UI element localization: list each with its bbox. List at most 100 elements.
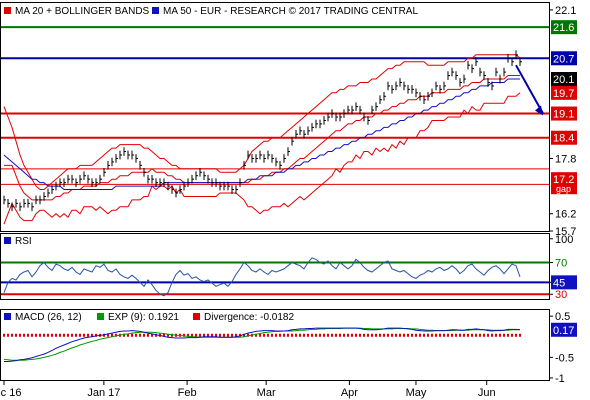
divergence-bar xyxy=(471,333,473,337)
divergence-bar xyxy=(7,333,9,337)
legend-ma20-label: MA 20 + BOLLINGER BANDS xyxy=(15,6,150,17)
macd-frame xyxy=(0,309,550,381)
price-tick-label: 15.7 xyxy=(555,226,576,238)
divergence-bar xyxy=(391,333,393,337)
divergence-bar xyxy=(339,333,341,337)
macd-panel: MACD (26, 12) EXP (9): 0.1921 Divergence… xyxy=(0,309,577,385)
legend-divergence-label: Divergence: -0.0182 xyxy=(204,312,294,323)
x-tick-label: Jun xyxy=(478,387,496,399)
divergence-bar xyxy=(347,333,349,337)
divergence-bar xyxy=(439,333,441,337)
legend-rsi-label: RSI xyxy=(15,236,32,247)
divergence-bar xyxy=(195,333,197,337)
x-axis: Dec 16 Jan 17 Feb Mar Apr May Jun xyxy=(0,381,496,399)
divergence-bar xyxy=(447,333,449,337)
divergence-bar xyxy=(319,333,321,337)
legend-exp-swatch xyxy=(97,313,104,320)
divergence-bar xyxy=(375,333,377,337)
divergence-bar xyxy=(43,333,45,337)
bollinger-upper-line xyxy=(3,54,521,190)
price-tick-label: 22.1 xyxy=(555,5,576,17)
divergence-bar xyxy=(51,333,53,337)
forecast-arrow-line xyxy=(515,64,544,115)
macd-tag-bg xyxy=(551,322,577,337)
divergence-bar xyxy=(83,333,85,337)
divergence-bar xyxy=(187,333,189,337)
price-tag-1-bg xyxy=(551,85,577,100)
divergence-bar xyxy=(55,333,57,337)
divergence-bar xyxy=(451,333,453,337)
divergence-bar xyxy=(351,333,353,337)
divergence-bar xyxy=(519,333,521,337)
divergence-bar xyxy=(107,333,109,337)
divergence-bar xyxy=(483,333,485,337)
bollinger-lower-line xyxy=(3,92,521,225)
divergence-bar xyxy=(223,333,225,337)
divergence-bar xyxy=(275,333,277,337)
divergence-bar xyxy=(355,333,357,337)
legend-ma50-label: MA 50 - EUR - RESEARCH © 2017 TRADING CE… xyxy=(163,6,418,17)
divergence-bar xyxy=(147,333,149,337)
forecast-arrow-head xyxy=(535,105,543,116)
divergence-bar xyxy=(227,333,229,337)
rsi-tick-label: 100 xyxy=(555,234,573,246)
x-tick-label: May xyxy=(406,387,427,399)
macd-tick-label: -1 xyxy=(555,373,565,385)
macd-line xyxy=(4,327,521,362)
divergence-bar xyxy=(35,333,37,337)
divergence-bar xyxy=(455,333,457,337)
divergence-bar xyxy=(283,333,285,337)
divergence-bar xyxy=(235,333,237,337)
x-tick-label: Dec 16 xyxy=(0,387,21,399)
divergence-bar xyxy=(19,333,21,337)
divergence-bar xyxy=(395,333,397,337)
rsi-axis: 10070453045 xyxy=(549,234,577,301)
divergence-bar xyxy=(67,333,69,337)
macd-tick-label: -0.5 xyxy=(555,352,574,364)
legend-divergence-swatch xyxy=(193,313,200,320)
divergence-bar xyxy=(163,333,165,337)
gap-tag-value: 17.2 xyxy=(553,174,574,186)
divergence-bar xyxy=(59,333,61,337)
divergence-bar xyxy=(303,333,305,337)
price-tick-label: 17.8 xyxy=(555,153,576,165)
divergence-bar xyxy=(15,333,17,337)
divergence-bar xyxy=(131,333,133,337)
divergence-bar xyxy=(383,333,385,337)
divergence-bar xyxy=(363,333,365,337)
level-tag-1-bg xyxy=(551,51,577,66)
divergence-bar xyxy=(139,333,141,337)
rsi-series-layer xyxy=(1,257,549,297)
divergence-bar xyxy=(95,333,97,337)
x-tick-label: Apr xyxy=(341,387,358,399)
x-tick-label: Mar xyxy=(257,387,276,399)
divergence-bar xyxy=(411,333,413,337)
divergence-bar xyxy=(71,333,73,337)
price-tag-0-bg xyxy=(551,72,577,86)
price-axis: 22.1 17.8 16.2 15.7 21.6 20.7 19.1 18.4 20.1 19.7… xyxy=(549,5,577,238)
divergence-bar xyxy=(203,333,205,337)
divergence-bar xyxy=(79,333,81,337)
price-tag-0: 20.1 xyxy=(553,74,574,86)
divergence-bar xyxy=(367,333,369,337)
divergence-bar xyxy=(123,333,125,337)
legend-rsi-swatch xyxy=(4,237,11,244)
level-tag-3: 18.4 xyxy=(553,133,574,145)
rsi-frame xyxy=(0,233,550,300)
divergence-bar xyxy=(115,333,117,337)
divergence-bar xyxy=(475,333,477,337)
divergence-bar xyxy=(403,333,405,337)
divergence-bar xyxy=(91,333,93,337)
rsi-panel: RSI 10070453045 xyxy=(0,233,577,301)
gap-tag-bg xyxy=(551,172,577,195)
divergence-bar xyxy=(291,333,293,337)
divergence-bar xyxy=(27,333,29,337)
divergence-bar xyxy=(239,333,241,337)
divergence-bar xyxy=(491,333,493,337)
divergence-bar xyxy=(499,333,501,337)
divergence-bar xyxy=(415,333,417,337)
divergence-bar xyxy=(463,333,465,337)
divergence-bar xyxy=(399,333,401,337)
